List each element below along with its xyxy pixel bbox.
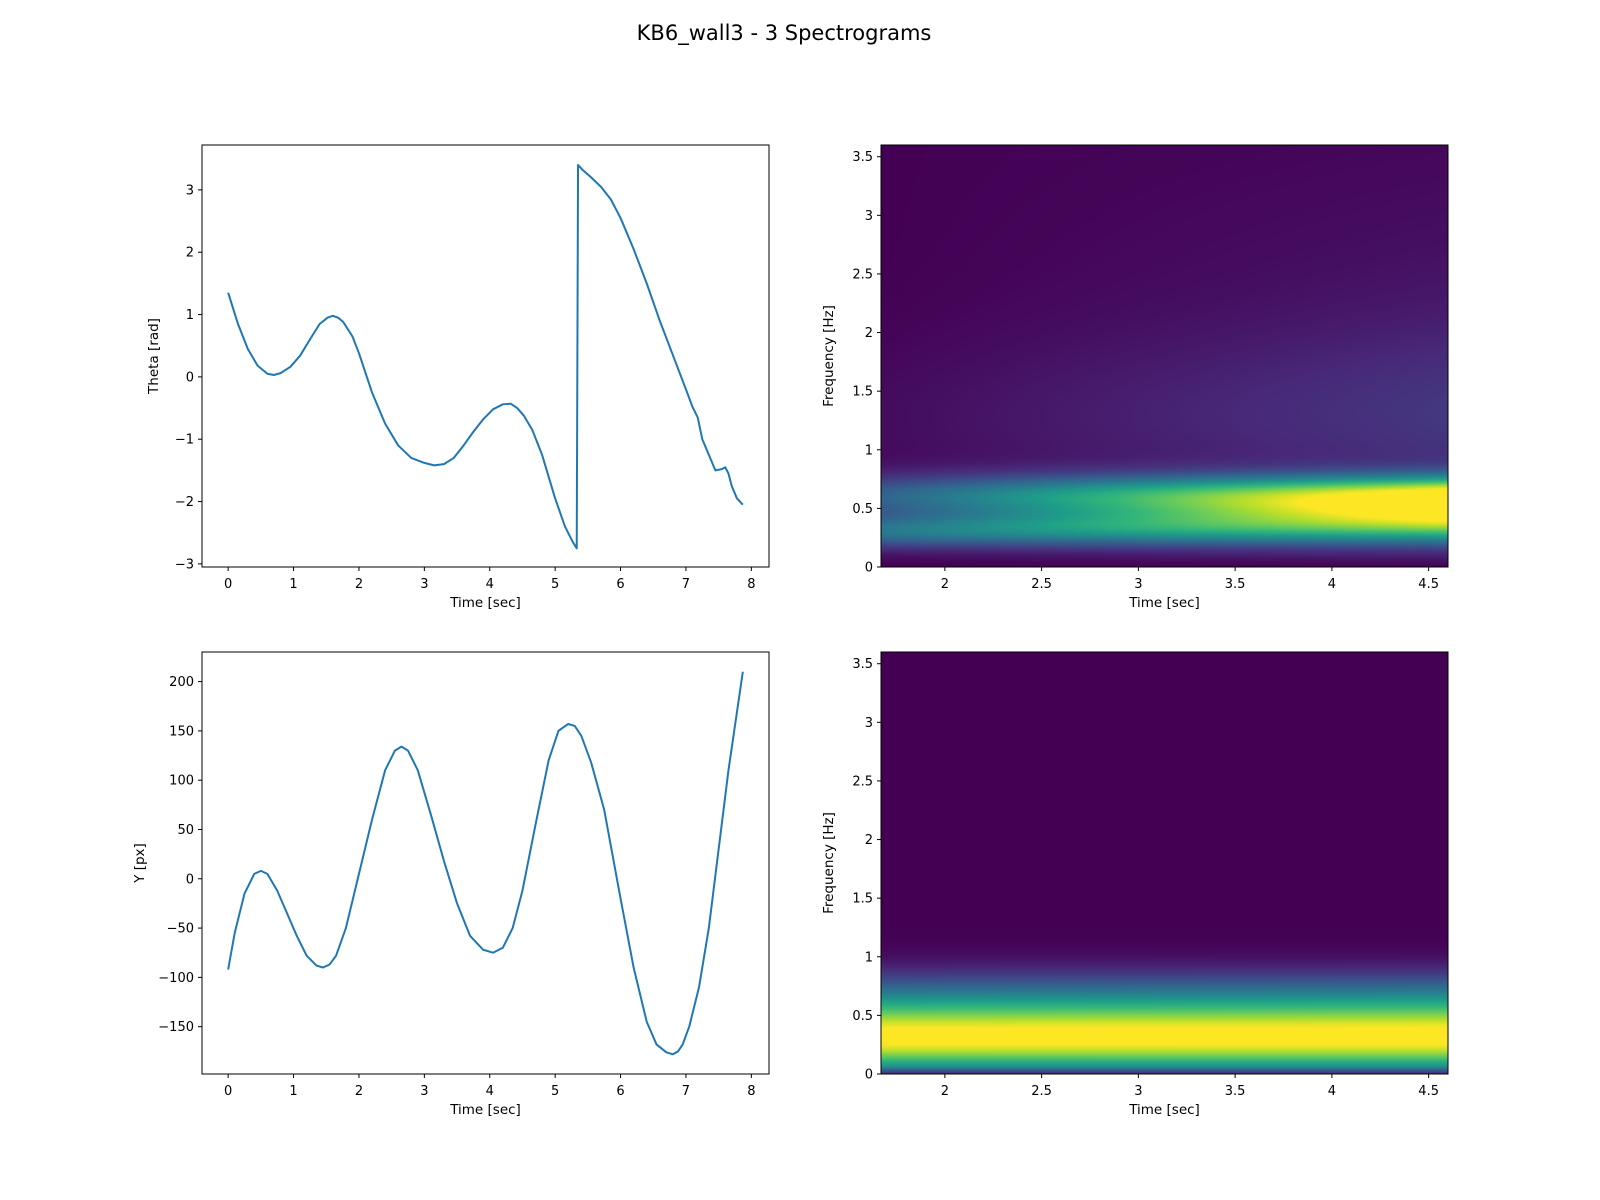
- x-axis-label: Time [sec]: [449, 1102, 521, 1118]
- x-tick-label: 0: [224, 1084, 232, 1099]
- x-tick-label: 8: [747, 1084, 755, 1099]
- y-tick-label: 100: [169, 774, 194, 789]
- theta-line-chart: 0 1 2 3 4 5 6 7 8 −3 −2 −1 0 1 2 3 Time [sec] Theta [rad]: [146, 144, 770, 611]
- y-tick-label: 1.5: [852, 892, 873, 907]
- y-axis-label: Frequency [Hz]: [821, 305, 837, 407]
- y-tick-label: 0: [186, 872, 194, 887]
- y-tick-label: 3.5: [852, 150, 873, 165]
- x-tick-label: 1: [289, 1084, 297, 1099]
- x-tick-label: 6: [616, 577, 624, 592]
- x-tick-label: 4: [1328, 577, 1336, 592]
- y-tick-label: 0: [186, 370, 194, 385]
- y-tick-label: 3: [186, 183, 194, 198]
- x-tick-label: 3: [420, 577, 428, 592]
- axes-frame: [880, 651, 1449, 1075]
- x-tick-label: 3: [420, 1084, 428, 1099]
- y-tick-label: 2.5: [852, 774, 873, 789]
- figure-title: KB6_wall3 - 3 Spectrograms: [637, 21, 932, 46]
- x-tick-label: 5: [551, 1084, 559, 1099]
- axes-frame: [880, 144, 1449, 568]
- x-tick-label: 3: [1134, 577, 1142, 592]
- series-line: [227, 163, 744, 550]
- y-tick-label: 0.5: [852, 502, 873, 517]
- y-tick-label: 0: [865, 561, 873, 576]
- plot-area: [202, 145, 769, 567]
- y-tick-label: 0.5: [852, 1009, 873, 1024]
- y-tick-label: −150: [158, 1020, 194, 1035]
- x-tick-label: 4.5: [1418, 1084, 1439, 1099]
- x-axis-label: Time [sec]: [449, 595, 521, 611]
- x-tick-label: 2.5: [1031, 1084, 1052, 1099]
- y-axis-label: Theta [rad]: [146, 318, 162, 395]
- axes-frame: [201, 144, 770, 568]
- x-tick-label: 8: [747, 577, 755, 592]
- x-tick-label: 3.5: [1225, 577, 1246, 592]
- y-tick-label: 2: [865, 833, 873, 848]
- x-tick-label: 7: [682, 1084, 690, 1099]
- x-tick-label: 7: [682, 577, 690, 592]
- y-tick-label: 1: [865, 950, 873, 965]
- plot-area: [202, 652, 769, 1074]
- x-tick-label: 2.5: [1031, 577, 1052, 592]
- y-tick-label: 200: [169, 675, 194, 690]
- y-tick-label: −1: [175, 433, 194, 448]
- y-axis-label: Frequency [Hz]: [821, 812, 837, 914]
- x-tick-label: 2: [941, 577, 949, 592]
- x-tick-label: 4: [486, 577, 494, 592]
- y-tick-label: 1: [186, 308, 194, 323]
- x-tick-label: 3.5: [1225, 1084, 1246, 1099]
- y-tick-label: 1.5: [852, 385, 873, 400]
- x-tick-label: 4: [486, 1084, 494, 1099]
- y-tick-label: −2: [175, 495, 194, 510]
- x-tick-label: 3: [1134, 1084, 1142, 1099]
- x-tick-label: 6: [616, 1084, 624, 1099]
- series-line: [227, 671, 744, 1056]
- y-tick-label: 1: [865, 443, 873, 458]
- y-tick-label: −100: [158, 971, 194, 986]
- y-tick-label: 2: [186, 246, 194, 261]
- theta-spectrogram: 2 2.5 3 3.5 4 4.5 0 0.5 1 1.5 2 2.5 3 3.5 Time [sec] Fr…: [821, 144, 1449, 611]
- y-tick-label: 2.5: [852, 267, 873, 282]
- x-tick-label: 4.5: [1418, 577, 1439, 592]
- y-tick-label: 3.5: [852, 657, 873, 672]
- y-tick-label: 3: [865, 716, 873, 731]
- x-tick-label: 0: [224, 577, 232, 592]
- y-tick-label: 2: [865, 326, 873, 341]
- x-tick-label: 2: [355, 577, 363, 592]
- y-tick-label: 0: [865, 1068, 873, 1083]
- axes-frame: [201, 651, 770, 1075]
- x-tick-label: 4: [1328, 1084, 1336, 1099]
- spectrogram-image: [881, 652, 1448, 1074]
- y-tick-label: −50: [167, 922, 194, 937]
- spectrogram-image: [881, 145, 1448, 567]
- y-tick-label: 150: [169, 724, 194, 739]
- x-tick-label: 5: [551, 577, 559, 592]
- y-tick-label: 50: [177, 823, 194, 838]
- y-spectrogram: 2 2.5 3 3.5 4 4.5 0 0.5 1 1.5 2 2.5 3 3.5 Time [sec] Fr…: [821, 651, 1449, 1118]
- y-tick-label: −3: [175, 557, 194, 572]
- y-line-chart: 0 1 2 3 4 5 6 7 8 −150 −100 −50 0 50 100 150 200 Time [se…: [132, 651, 770, 1118]
- x-tick-label: 1: [289, 577, 297, 592]
- x-axis-label: Time [sec]: [1128, 1102, 1200, 1118]
- x-tick-label: 2: [941, 1084, 949, 1099]
- y-axis-label: Y [px]: [132, 843, 148, 884]
- y-tick-label: 3: [865, 209, 873, 224]
- x-tick-label: 2: [355, 1084, 363, 1099]
- x-axis-label: Time [sec]: [1128, 595, 1200, 611]
